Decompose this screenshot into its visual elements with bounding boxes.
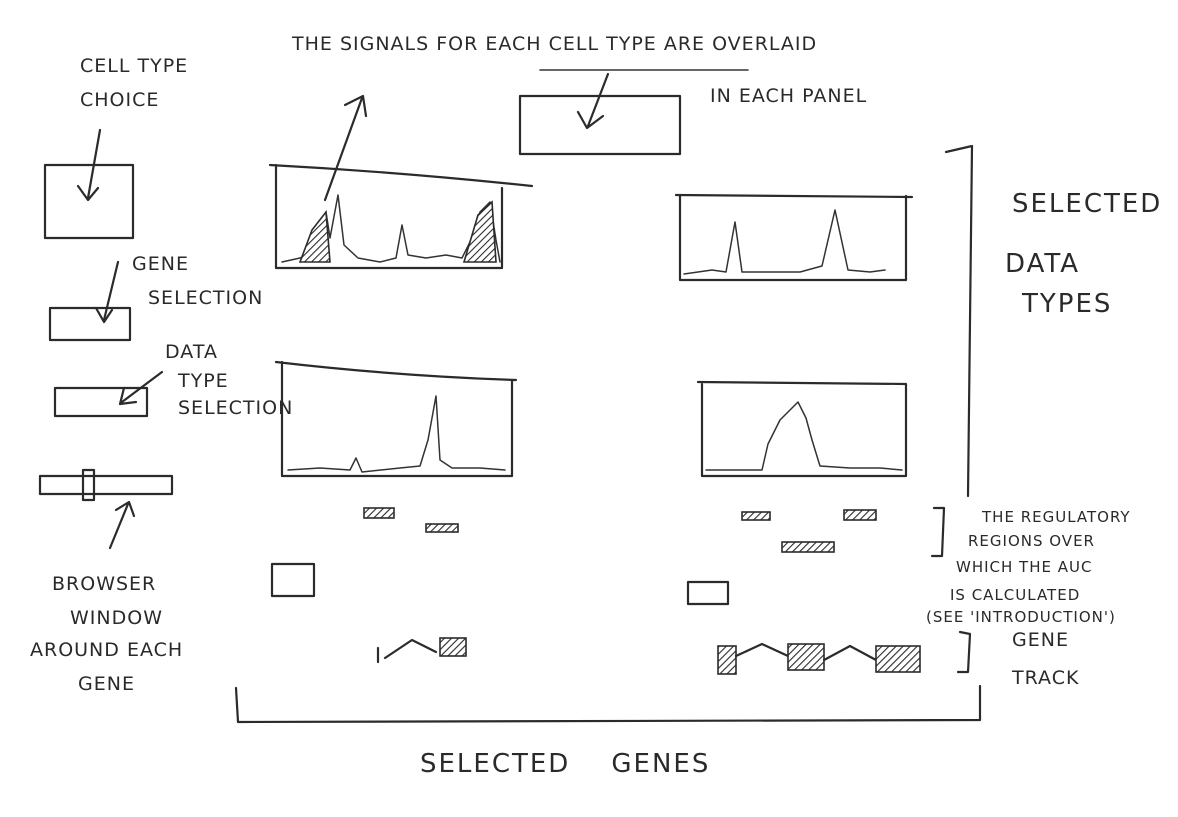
arrow-head <box>94 306 114 324</box>
arrow-gene <box>102 260 120 322</box>
browser-window-label-1: BROWSER <box>52 573 156 595</box>
signal-panel-top-left <box>268 163 534 270</box>
gene-selection-label-1: GENE <box>132 253 189 275</box>
browser-window-label-4: GENE <box>78 673 135 695</box>
top-annotation-line2: IN EACH PANEL <box>710 85 867 107</box>
browser-window-label-3: AROUND EACH <box>30 639 183 661</box>
selected-genes-label: SELECTED GENES <box>420 749 710 779</box>
gene-track-left <box>376 637 467 664</box>
regulatory-region <box>363 507 395 519</box>
data-type-selection-box[interactable] <box>53 386 149 418</box>
bracket-gene-track <box>956 630 972 674</box>
browser-window-box-left <box>270 562 316 598</box>
signal-panel-mid-left <box>274 360 518 478</box>
data-type-selection-label-2: TYPE <box>177 370 229 392</box>
data-type-selection-label-3: SELECTION <box>178 397 293 419</box>
arrow-browser-window <box>108 502 130 550</box>
arrow-head <box>114 500 136 518</box>
bracket-selected-genes <box>234 684 982 724</box>
regulatory-region <box>781 541 835 553</box>
regulatory-label-3: WHICH THE AUC <box>956 558 1092 576</box>
arrow-head <box>576 110 605 130</box>
regulatory-region <box>741 511 771 521</box>
arrow-head <box>343 94 368 118</box>
browser-window-label-2: WINDOW <box>70 607 163 629</box>
arrow-cell-type <box>86 128 102 200</box>
data-type-selection-label-1: DATA <box>165 341 218 363</box>
gene-selection-box[interactable] <box>48 306 132 342</box>
arrow-data-type <box>120 370 164 404</box>
browser-window-slider[interactable] <box>38 474 174 496</box>
arrow-to-panel <box>323 96 364 202</box>
cell-type-selector-box[interactable] <box>518 94 682 156</box>
regulatory-label-2: REGIONS OVER <box>968 532 1095 550</box>
gene-track-right <box>717 642 921 675</box>
regulatory-region <box>425 523 459 533</box>
slider-handle[interactable] <box>81 468 96 502</box>
signal-panel-top-right <box>674 193 914 282</box>
regulatory-region <box>843 509 877 521</box>
gene-track-label-2: TRACK <box>1011 667 1079 689</box>
cell-type-choice-label-2: CHOICE <box>80 89 159 111</box>
bracket-regulatory <box>930 506 946 558</box>
cell-type-choice-label-1: CELL TYPE <box>80 55 188 77</box>
selected-data-types-label-2: DATA <box>1005 249 1080 279</box>
selected-data-types-label-1: SELECTED <box>1012 189 1162 219</box>
regulatory-label-5: (SEE 'INTRODUCTION') <box>926 608 1116 626</box>
regulatory-label-1: THE REGULATORY <box>981 508 1131 526</box>
arrow-to-selector <box>586 72 610 128</box>
gene-track-label-1: GENE <box>1012 629 1069 651</box>
selected-data-types-label-3: TYPES <box>1021 289 1112 319</box>
bracket-data-types <box>944 144 974 498</box>
browser-window-box-right <box>686 580 730 606</box>
arrow-head <box>76 184 100 202</box>
signal-panel-mid-right <box>696 380 908 478</box>
arrow-head <box>118 386 138 406</box>
regulatory-label-4: IS CALCULATED <box>950 586 1080 604</box>
gene-selection-label-2: SELECTION <box>148 287 263 309</box>
cell-type-choice-box[interactable] <box>43 163 135 240</box>
top-annotation-line1: THE SIGNALS FOR EACH CELL TYPE ARE OVERL… <box>291 33 817 55</box>
